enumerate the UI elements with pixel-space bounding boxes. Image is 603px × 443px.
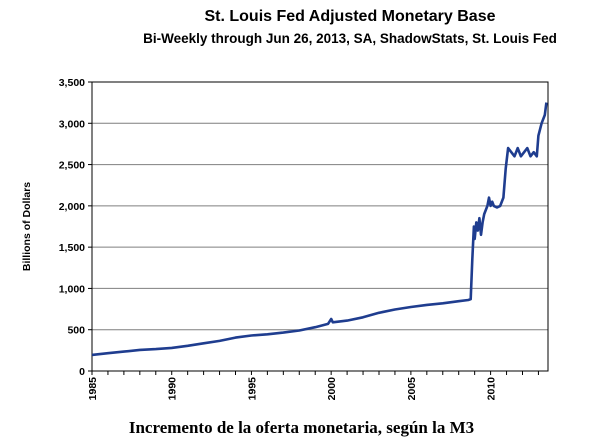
y-axis: 0 500 1,000 1,500 2,000 2,500 3,000 3,500 xyxy=(59,77,92,378)
x-tick-label: 1990 xyxy=(167,377,179,401)
y-tick-label: 500 xyxy=(67,325,85,337)
gridlines xyxy=(92,81,548,331)
x-axis: 1985 1990 1995 2000 2005 2010 xyxy=(87,371,539,401)
plot-area-frame xyxy=(91,81,549,372)
chart-title: St. Louis Fed Adjusted Monetary Base xyxy=(204,8,496,25)
x-tick-label: 2010 xyxy=(486,377,498,401)
x-tick-label: 1985 xyxy=(87,377,99,401)
y-tick-label: 1,000 xyxy=(59,283,85,295)
x-tick-label: 2000 xyxy=(326,377,338,401)
y-tick-label: 2,500 xyxy=(59,160,85,172)
y-tick-label: 2,000 xyxy=(59,201,85,213)
x-tick-label: 2005 xyxy=(406,377,418,401)
x-tick-label: 1995 xyxy=(246,377,258,401)
y-tick-label: 1,500 xyxy=(59,242,85,254)
y-tick-label: 0 xyxy=(79,366,85,378)
y-tick-label: 3,000 xyxy=(59,118,85,130)
chart-subtitle: Bi-Weekly through Jun 26, 2013, SA, Shad… xyxy=(143,31,557,46)
figure-caption: Incremento de la oferta monetaria, según… xyxy=(128,418,475,437)
series-line xyxy=(91,102,548,357)
y-tick-label: 3,500 xyxy=(59,77,85,89)
y-axis-label: Billions of Dollars xyxy=(21,182,33,271)
series-layer xyxy=(91,102,548,357)
